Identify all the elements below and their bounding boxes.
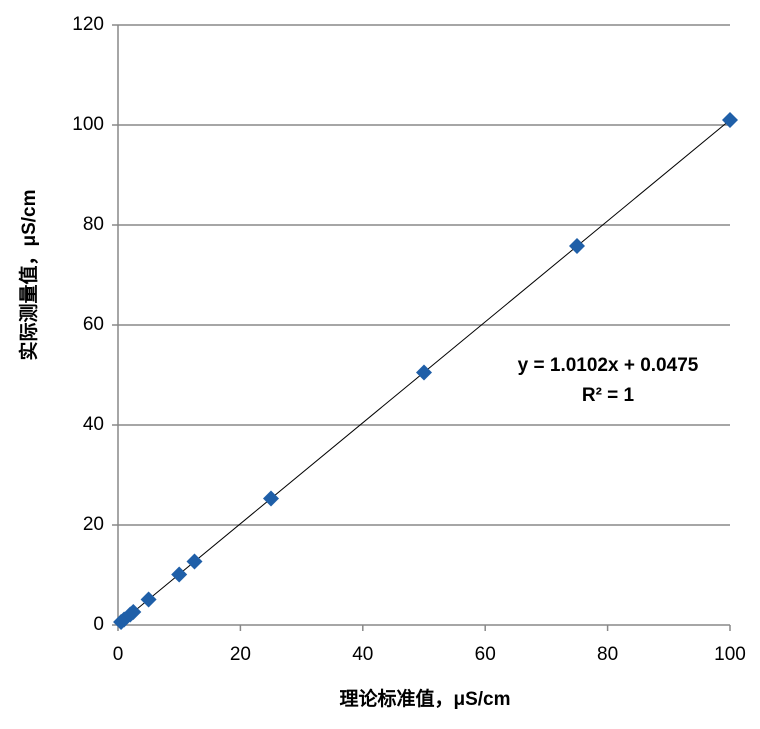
x-tick-label: 80 [597, 644, 618, 665]
equation-annotation: y = 1.0102x + 0.0475 [518, 355, 699, 376]
data-point [186, 553, 203, 570]
x-axis-label: 理论标准值，μS/cm [339, 687, 510, 710]
data-point [171, 566, 188, 583]
y-tick-label: 60 [83, 314, 104, 335]
data-point [263, 490, 279, 507]
data-point [125, 604, 142, 620]
y-tick-label: 20 [83, 514, 104, 535]
y-tick-label: 80 [83, 214, 104, 235]
data-point [722, 112, 738, 128]
y-tick-label: 40 [83, 414, 104, 435]
y-tick-label: 100 [72, 114, 104, 135]
x-tick-label: 100 [714, 644, 746, 665]
x-tick-label: 60 [475, 644, 496, 665]
x-tick-label: 0 [113, 644, 124, 665]
data-point [140, 591, 157, 608]
x-tick-label: 20 [230, 644, 251, 665]
y-axis-label: 实际测量值，μS/cm [17, 189, 40, 360]
data-point [416, 364, 432, 381]
y-tick-label: 120 [72, 14, 104, 35]
data-point [569, 238, 585, 254]
r2-annotation: R² = 1 [582, 385, 635, 406]
x-tick-label: 40 [352, 644, 373, 665]
y-tick-label: 0 [93, 614, 104, 635]
